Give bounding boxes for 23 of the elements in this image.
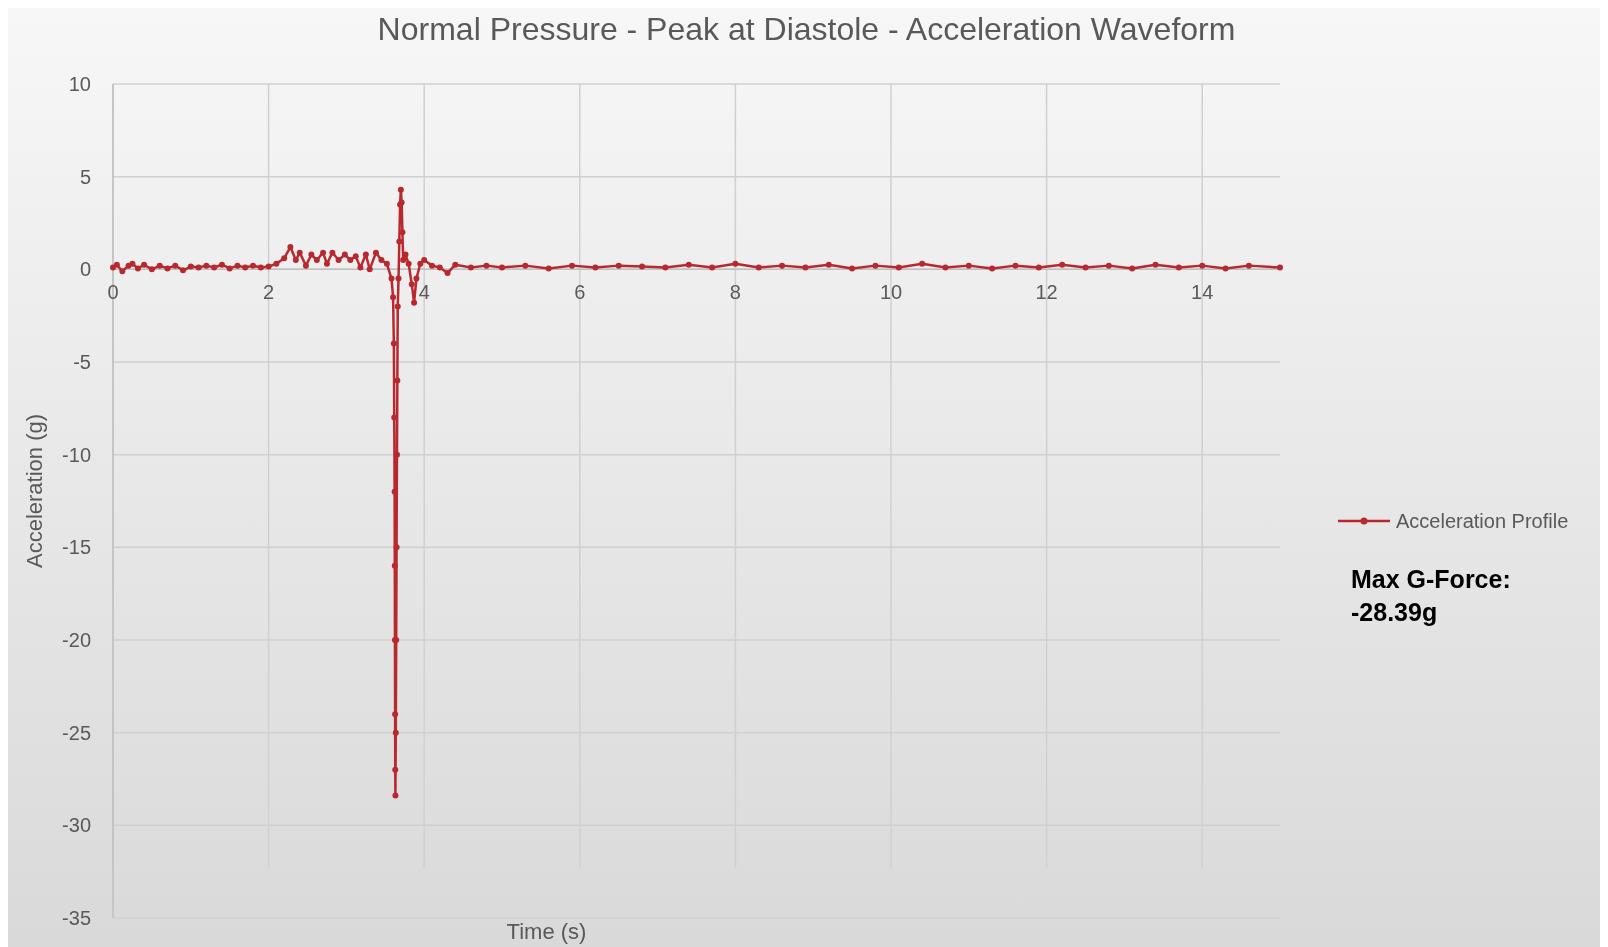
x-tick-label: 10 <box>879 281 903 304</box>
x-tick-label: 4 <box>418 281 430 304</box>
x-tick-label: 6 <box>574 281 586 304</box>
x-tick-label: 14 <box>1191 281 1214 304</box>
x-tick-label: 0 <box>107 281 119 304</box>
y-tick-label: -20 <box>62 629 91 651</box>
chart-title: Normal Pressure - Peak at Diastole - Acceleration Waveform <box>377 11 1236 47</box>
y-tick-label: 0 <box>79 258 91 281</box>
legend-label: Acceleration Profile <box>1396 510 1569 532</box>
y-tick-label: -30 <box>62 814 91 837</box>
x-tick-label: 8 <box>729 281 741 304</box>
y-tick-label: -35 <box>62 907 91 929</box>
y-tick-label: -15 <box>62 536 91 559</box>
text: Max G-Force: -28.39g <box>1351 565 1511 626</box>
y-tick-label: 5 <box>79 165 91 188</box>
y-tick-label: -10 <box>62 443 91 466</box>
y-tick-label: 10 <box>68 73 91 95</box>
y-axis-title: Acceleration (g) <box>22 413 47 569</box>
x-tick-label: 2 <box>263 281 275 304</box>
x-tick-label: 12 <box>1035 281 1058 304</box>
x-axis-title: Time (s) <box>506 919 587 944</box>
y-tick-label: -25 <box>62 721 91 744</box>
y-tick-label: -5 <box>73 351 91 373</box>
